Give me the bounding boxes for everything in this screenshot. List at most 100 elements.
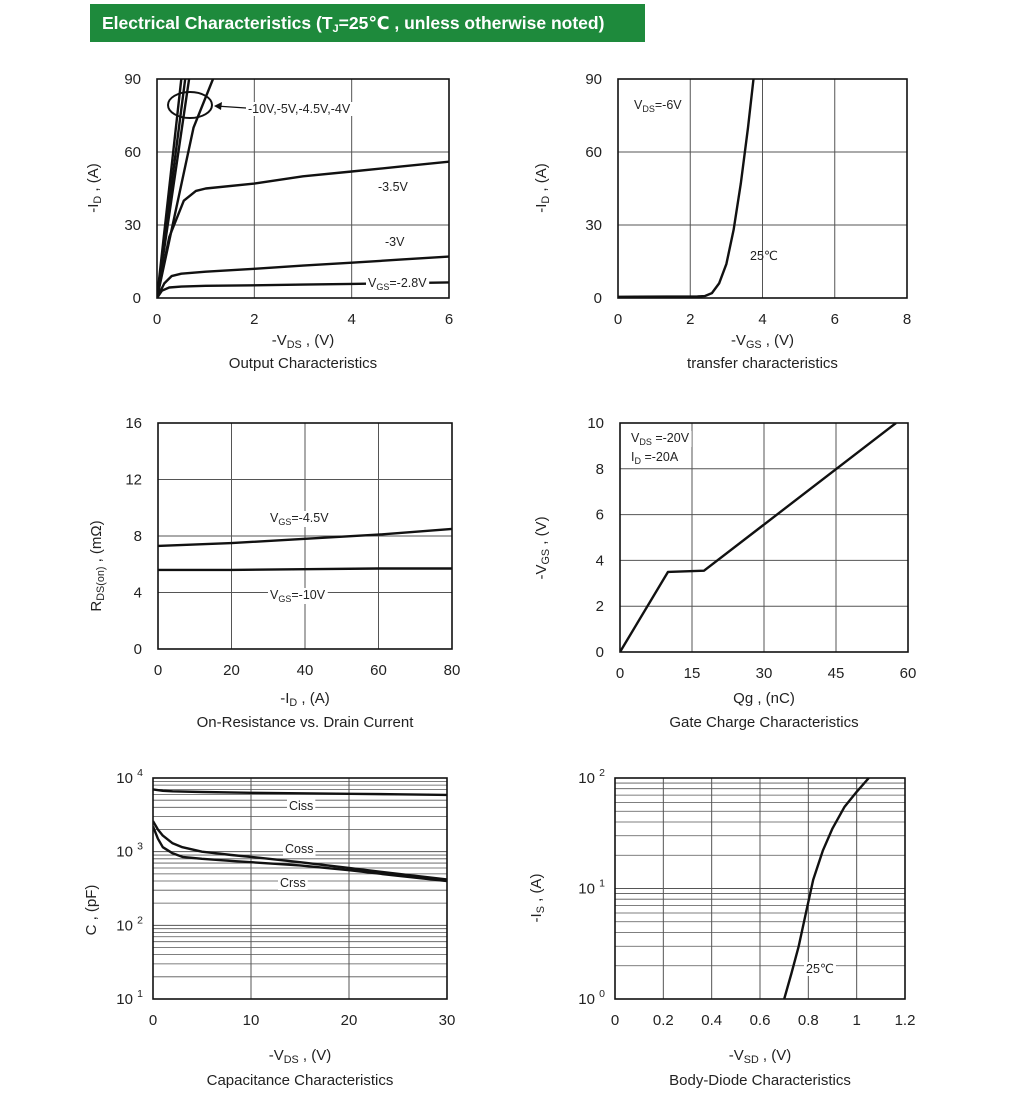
y-tick-label: 2 xyxy=(596,598,604,615)
plot-frame xyxy=(156,78,450,299)
annotation-label: VDS=-6V xyxy=(634,98,682,114)
x-tick-label: 6 xyxy=(831,311,839,328)
label-background xyxy=(287,799,316,813)
label-background xyxy=(383,235,408,249)
chart-gate: 0 15 30 45 60 0 2 4 6 8 10 Qg , (nC) -VGS , (V) Gate … xyxy=(533,415,916,731)
x-tick-label: 1 xyxy=(852,1012,860,1029)
plot-frame xyxy=(614,777,906,1000)
y-tick-label: 30 xyxy=(585,217,602,234)
plot-frame xyxy=(152,777,448,1000)
y-axis-label: -ID , (A) xyxy=(85,163,104,212)
x-tick-label: 80 xyxy=(444,662,461,679)
label-background xyxy=(268,511,332,527)
chart-transfer: 0 2 4 6 8 0 30 60 90 -VGS , (V) -ID , (A) transfer … xyxy=(533,71,911,372)
y-tick-label: 60 xyxy=(585,144,602,161)
x-axis-label: -VDS , (V) xyxy=(272,332,335,351)
label-background xyxy=(629,431,692,447)
x-axis-label: Qg , (nC) xyxy=(733,690,795,707)
series-line xyxy=(153,788,447,797)
x-tick-label: 0.2 xyxy=(653,1012,674,1029)
label-background xyxy=(366,276,430,292)
chart-caption: Capacitance Characteristics xyxy=(207,1072,394,1089)
y-tick-label: 10 xyxy=(587,415,604,432)
label-background xyxy=(283,842,316,856)
group-marker-ellipse xyxy=(167,91,213,119)
x-tick-label: 20 xyxy=(341,1012,358,1029)
x-axis-label: -VGS , (V) xyxy=(731,332,794,351)
annotation-label: -3V xyxy=(385,235,405,249)
annotation-label: ID =-20A xyxy=(631,450,679,466)
x-tick-label: 30 xyxy=(756,665,773,682)
plot-frame xyxy=(157,422,453,650)
x-tick-label: 45 xyxy=(828,665,845,682)
y-tick-label: 0 xyxy=(134,641,142,658)
y-tick-label: 10 4 xyxy=(116,767,143,787)
plot-frame xyxy=(619,422,909,653)
y-tick-label: 0 xyxy=(596,644,604,661)
annotation-label: Crss xyxy=(280,876,306,890)
x-tick-label: 30 xyxy=(439,1012,456,1029)
annotation-label: VDS =-20V xyxy=(631,431,690,447)
x-tick-label: 15 xyxy=(684,665,701,682)
y-tick-label: 10 0 xyxy=(578,988,605,1008)
x-tick-label: 8 xyxy=(903,311,911,328)
chart-caption: Body-Diode Characteristics xyxy=(669,1072,851,1089)
x-tick-label: 2 xyxy=(250,311,258,328)
x-axis-label: -VSD , (V) xyxy=(729,1047,792,1066)
x-axis-label: -VDS , (V) xyxy=(269,1047,332,1066)
title-subscript: J xyxy=(332,23,339,35)
annotation-label: Ciss xyxy=(289,799,313,813)
x-tick-label: 0 xyxy=(153,311,161,328)
chart-caption: Output Characteristics xyxy=(229,355,377,372)
y-tick-label: 8 xyxy=(596,461,604,478)
chart-diode: 0 0.2 0.4 0.6 0.8 1 1.2 10 0 10 1 10 2 -VSD , (V) -… xyxy=(528,767,915,1089)
y-tick-label: 90 xyxy=(585,71,602,88)
chart-cap: 0 10 20 30 10 1 10 2 10 3 10 4 -VDS , (V) C , (pF… xyxy=(83,767,455,1089)
chart-caption: Gate Charge Characteristics xyxy=(669,714,858,731)
x-tick-label: 10 xyxy=(243,1012,260,1029)
y-tick-label: 10 2 xyxy=(578,767,605,787)
y-tick-label: 8 xyxy=(134,528,142,545)
y-tick-label: 4 xyxy=(596,552,604,569)
y-tick-label: 10 2 xyxy=(116,914,143,934)
x-tick-label: 20 xyxy=(223,662,240,679)
label-background xyxy=(804,962,836,976)
y-tick-label: 10 1 xyxy=(116,988,143,1008)
y-axis-label: -IS , (A) xyxy=(528,874,547,923)
y-tick-label: 30 xyxy=(124,217,141,234)
x-tick-label: 0 xyxy=(149,1012,157,1029)
annotation-label: -10V,-5V,-4.5V,-4V xyxy=(248,102,351,116)
y-tick-label: 4 xyxy=(134,585,142,602)
plot-frame xyxy=(617,78,908,299)
y-tick-label: 10 1 xyxy=(578,878,605,898)
x-tick-label: 60 xyxy=(370,662,387,679)
x-tick-label: 2 xyxy=(686,311,694,328)
label-background xyxy=(268,588,328,604)
y-tick-label: 0 xyxy=(594,290,602,307)
annotation-label: VGS=-4.5V xyxy=(270,511,329,527)
x-tick-label: 4 xyxy=(758,311,766,328)
x-tick-label: 0 xyxy=(614,311,622,328)
label-background xyxy=(278,876,308,890)
series-line xyxy=(158,567,452,572)
chart-caption: transfer characteristics xyxy=(687,355,838,372)
y-tick-label: 10 3 xyxy=(116,841,143,861)
series-line xyxy=(153,820,447,881)
x-tick-label: 0 xyxy=(611,1012,619,1029)
y-tick-label: 16 xyxy=(125,415,142,432)
title-main: Electrical Characteristics (T xyxy=(102,13,333,33)
label-background xyxy=(629,450,681,466)
x-tick-label: 1.2 xyxy=(895,1012,916,1029)
y-tick-label: 90 xyxy=(124,71,141,88)
x-tick-label: 0.4 xyxy=(701,1012,722,1029)
y-axis-label: -ID , (A) xyxy=(533,163,552,212)
x-tick-label: 0 xyxy=(154,662,162,679)
y-tick-label: 0 xyxy=(133,290,141,307)
y-tick-label: 6 xyxy=(596,507,604,524)
series-line xyxy=(618,79,755,298)
series-line xyxy=(157,255,449,298)
x-tick-label: 4 xyxy=(347,311,355,328)
annotation-label: VGS=-2.8V xyxy=(368,276,427,292)
